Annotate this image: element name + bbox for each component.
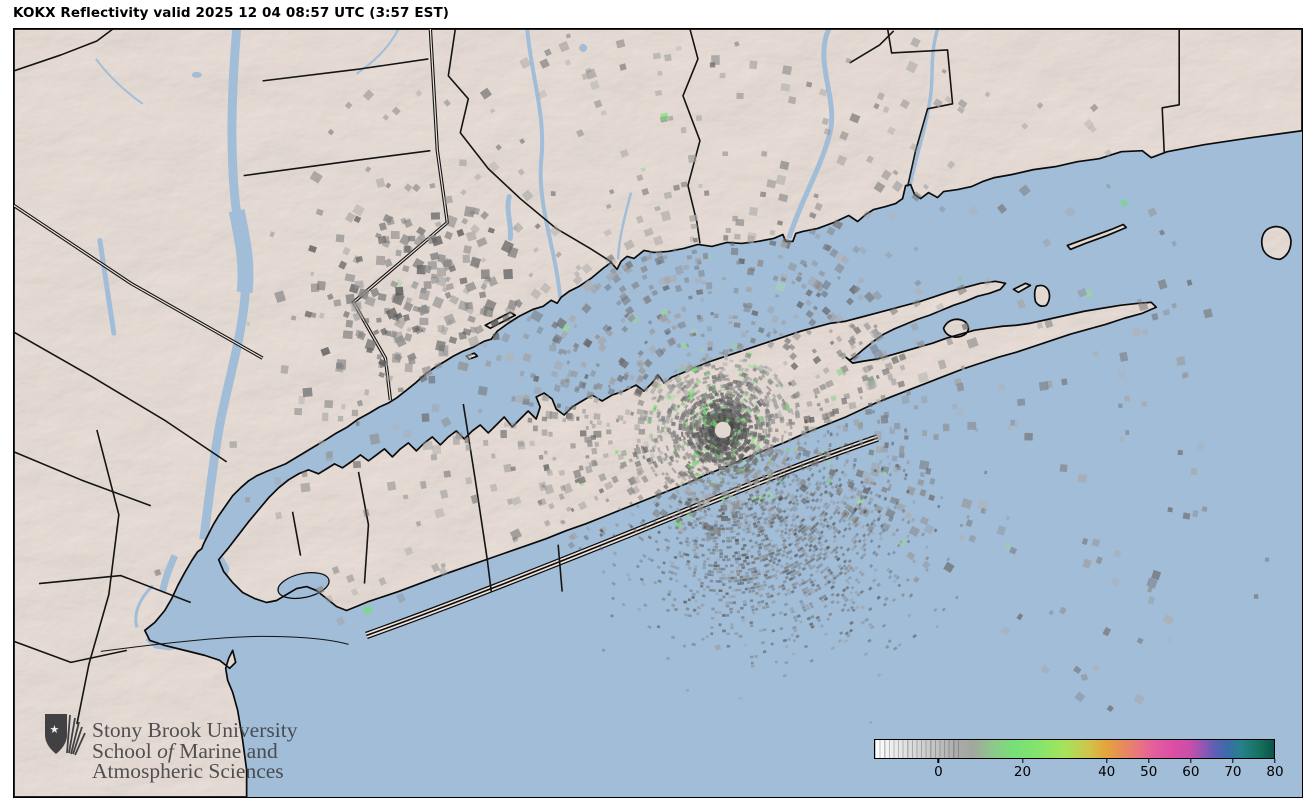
colorbar-tick-label: 40 xyxy=(1098,764,1116,780)
sbu-logo: ★ Stony Brook University School of Marin… xyxy=(44,711,297,782)
colorbar-gradient xyxy=(874,739,1275,759)
colorbar-tick-mark xyxy=(1021,759,1024,763)
county-line xyxy=(357,471,370,584)
stream-nw2 xyxy=(95,58,144,105)
newark-bay xyxy=(159,554,178,593)
county-line xyxy=(38,574,192,604)
colorbar-tick-mark xyxy=(1190,759,1192,763)
colorbar-tick-label: 80 xyxy=(1266,764,1284,780)
figure-title: KOKX Reflectivity valid 2025 12 04 08:57… xyxy=(13,5,450,21)
rivers-and-bays xyxy=(95,29,940,651)
sbu-logo-text: Stony Brook University School of Marine … xyxy=(92,718,298,783)
county-line xyxy=(14,640,127,664)
reflectivity-speckles xyxy=(154,33,1270,725)
svg-text:★: ★ xyxy=(50,723,60,736)
colorbar-tick-mark xyxy=(1232,759,1234,763)
sbu-shield-icon: ★ xyxy=(45,714,86,756)
county-line xyxy=(76,429,120,725)
county-line xyxy=(886,29,954,187)
pond xyxy=(579,43,588,52)
colorbar-tick-label: 0 xyxy=(934,764,943,780)
reflectivity-colorbar: 0 20 40 50 60 70 80 xyxy=(874,739,1284,791)
ct-ri-border xyxy=(1161,29,1180,153)
logo-line-1: Stony Brook University xyxy=(92,718,298,742)
candlewood-lake xyxy=(505,194,514,241)
colorbar-tick-mark xyxy=(1148,759,1150,763)
county-line xyxy=(14,29,114,72)
colorbar-discrete-steps xyxy=(875,740,960,758)
hudson-river xyxy=(199,29,251,541)
colorbar-tick-mark xyxy=(1274,759,1276,763)
logo-line-2: School of Marine and xyxy=(92,738,278,763)
greenwood-lake xyxy=(97,237,117,336)
channel-line xyxy=(100,635,349,652)
county-line xyxy=(557,544,563,592)
quinnipiac-river xyxy=(616,192,633,260)
county-line xyxy=(447,29,613,264)
pond xyxy=(191,71,202,78)
tappan-zee xyxy=(228,208,254,294)
housatonic-river xyxy=(525,29,563,299)
county-line xyxy=(262,58,429,82)
county-line xyxy=(243,149,431,177)
base-map xyxy=(14,29,1302,797)
county-line xyxy=(14,451,152,507)
colorbar-tick-label: 60 xyxy=(1182,764,1200,780)
county-line xyxy=(14,331,228,463)
stream-nw1 xyxy=(355,29,400,75)
connecticut-river xyxy=(786,29,835,240)
colorbar-tick-mark xyxy=(937,759,940,763)
arthur-kill xyxy=(134,584,154,628)
county-line xyxy=(682,29,701,244)
thames-river xyxy=(906,29,940,193)
logo-line-3: Atmospheric Sciences xyxy=(92,759,284,783)
county-line xyxy=(849,30,895,64)
boundaries xyxy=(14,29,1180,725)
colorbar-tick-label: 50 xyxy=(1140,764,1158,780)
colorbar-tick-mark xyxy=(1105,759,1108,763)
county-line xyxy=(291,511,302,556)
ny-harbor xyxy=(145,548,230,651)
colorbar-tick-label: 70 xyxy=(1224,764,1242,780)
colorbar-tick-label: 20 xyxy=(1013,764,1032,780)
radar-map: ★ Stony Brook University School of Marin… xyxy=(13,28,1303,798)
